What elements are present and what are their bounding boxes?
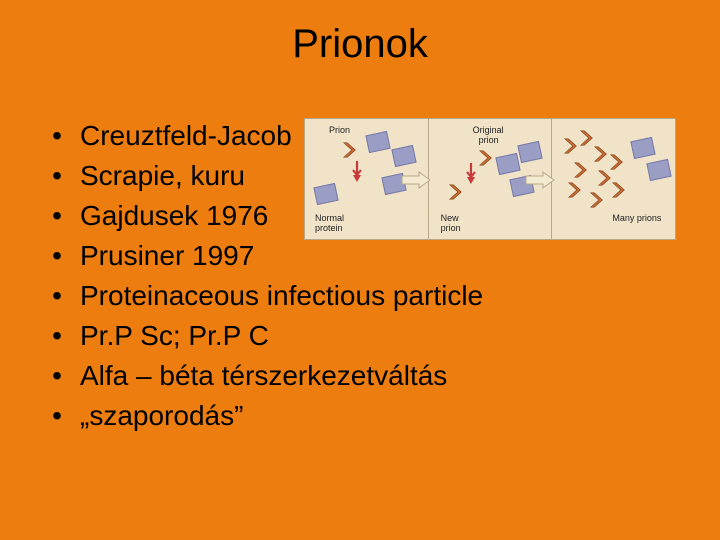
prion-chevron-icon (588, 191, 606, 209)
protein-shape (365, 131, 390, 153)
prion-chevron-icon (608, 153, 626, 171)
bullet-icon: • (34, 398, 80, 434)
diagram-label: Prion (329, 125, 350, 135)
slide-title: Prionok (0, 0, 720, 67)
diagram-panel: Prion Normalprotein (305, 119, 429, 239)
prion-chevron-icon (447, 183, 465, 201)
bullet-icon: • (34, 278, 80, 314)
protein-shape (495, 153, 520, 175)
list-item: •Proteinaceous infectious particle (34, 278, 483, 314)
prion-chevron-icon (341, 141, 359, 159)
protein-shape (391, 145, 416, 167)
diagram-label: Original (473, 125, 504, 135)
diagram-panel: Many prions (552, 119, 675, 239)
diagram-label: Normal (315, 213, 344, 223)
list-item-label: Gajdusek 1976 (80, 198, 268, 234)
diagram-panel: OriginalprionNewprion (429, 119, 553, 239)
list-item-label: Alfa – béta térszerkezetváltás (80, 358, 447, 394)
bullet-icon: • (34, 118, 80, 154)
diagram-label: New (441, 213, 459, 223)
protein-shape (517, 141, 542, 163)
bullet-icon: • (34, 358, 80, 394)
convert-arrow-icon (465, 163, 477, 185)
prion-chevron-icon (477, 149, 495, 167)
prion-chevron-icon (566, 181, 584, 199)
convert-arrow-icon (351, 161, 363, 183)
list-item-label: „szaporodás” (80, 398, 243, 434)
bullet-icon: • (34, 158, 80, 194)
list-item: •Prusiner 1997 (34, 238, 483, 274)
diagram-label: protein (315, 223, 343, 233)
protein-shape (631, 137, 656, 159)
prion-chevron-icon (610, 181, 628, 199)
prion-diagram: PrionNormalproteinOriginalprionNewprionM… (304, 118, 676, 240)
list-item-label: Proteinaceous infectious particle (80, 278, 483, 314)
diagram-label: prion (479, 135, 499, 145)
diagram-label: prion (441, 223, 461, 233)
list-item: •Pr.P Sc; Pr.P C (34, 318, 483, 354)
bullet-icon: • (34, 238, 80, 274)
flow-arrow-icon (401, 171, 431, 189)
list-item-label: Scrapie, kuru (80, 158, 245, 194)
list-item: •„szaporodás” (34, 398, 483, 434)
bullet-icon: • (34, 318, 80, 354)
protein-shape (647, 159, 672, 181)
bullet-icon: • (34, 198, 80, 234)
list-item-label: Creuztfeld-Jacob (80, 118, 292, 154)
prion-chevron-icon (572, 161, 590, 179)
list-item-label: Pr.P Sc; Pr.P C (80, 318, 269, 354)
list-item: •Alfa – béta térszerkezetváltás (34, 358, 483, 394)
protein-shape (313, 183, 338, 205)
flow-arrow-icon (525, 171, 555, 189)
list-item-label: Prusiner 1997 (80, 238, 254, 274)
diagram-label: Many prions (612, 213, 661, 223)
